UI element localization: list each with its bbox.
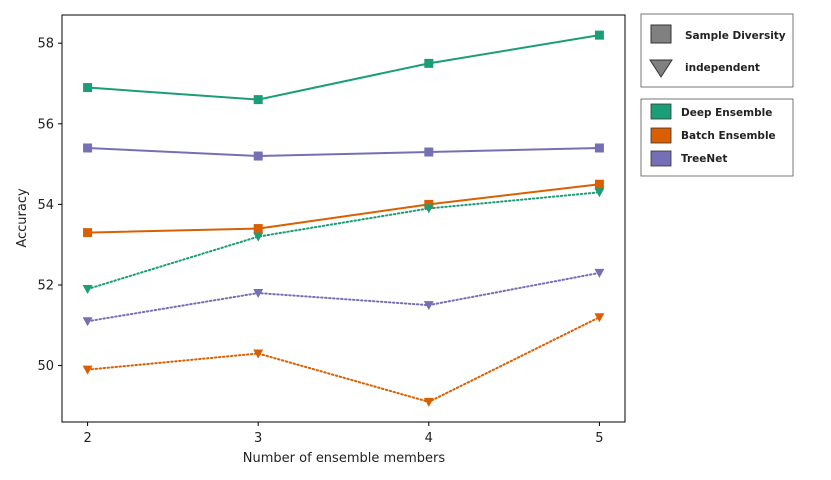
deep-ensemble-independent-point (594, 188, 605, 198)
x-tick-label: 5 (595, 431, 603, 446)
treenet-sample-diversity-point (253, 151, 263, 161)
deep-ensemble-sample-diversity-point (253, 95, 263, 105)
legend-label-deep-ensemble: Deep Ensemble (681, 107, 772, 119)
x-tick-label: 4 (425, 431, 433, 446)
deep-ensemble-sample-diversity-point (594, 30, 604, 40)
y-tick-label: 52 (37, 278, 54, 293)
deep-ensemble-independent-point (82, 285, 93, 295)
deep-ensemble-independent-point (253, 232, 264, 242)
y-tick-label: 56 (37, 117, 54, 132)
x-axis-label: Number of ensemble members (243, 451, 446, 466)
legend-label-sample-diversity: Sample Diversity (685, 30, 786, 42)
deep-ensemble-independent-point (423, 204, 434, 214)
batch-ensemble-independent-line (86, 316, 601, 403)
treenet-independent-point (423, 301, 434, 311)
treenet-sample-diversity-point (83, 143, 93, 153)
legend-models: Deep Ensemble Batch Ensemble TreeNet (640, 98, 794, 177)
treenet-independent-line (86, 271, 601, 323)
legend-batch-ensemble-swatch (650, 127, 672, 144)
x-tick-label: 3 (254, 431, 262, 446)
y-tick-label: 54 (37, 198, 54, 213)
deep-ensemble-sample-diversity-point (424, 58, 434, 68)
legend-label-independent: independent (685, 62, 760, 74)
batch-ensemble-sample-diversity-point (83, 228, 93, 238)
x-tick-label: 2 (83, 431, 91, 446)
legend-deep-ensemble-swatch (650, 103, 672, 120)
treenet-independent-point (253, 289, 264, 299)
treenet-sample-diversity-line (87, 146, 600, 158)
y-axis-label: Accuracy (15, 188, 30, 248)
treenet-independent-point (82, 317, 93, 327)
batch-ensemble-independent-point (253, 349, 264, 359)
batch-ensemble-independent-point (423, 397, 434, 407)
batch-ensemble-independent-point (82, 365, 93, 375)
y-tick-label: 58 (37, 37, 54, 52)
treenet-sample-diversity-point (594, 143, 604, 153)
deep-ensemble-sample-diversity-point (83, 83, 93, 93)
batch-ensemble-sample-diversity-line (87, 183, 600, 234)
y-axis-ticks: 50 52 54 56 58 (37, 37, 62, 374)
x-axis-ticks: 2 3 4 5 (83, 422, 604, 446)
plot-frame (61, 14, 626, 423)
batch-ensemble-independent-point (594, 313, 605, 323)
batch-ensemble-sample-diversity-point (594, 179, 604, 189)
treenet-independent-point (594, 268, 605, 278)
series-layer (82, 30, 605, 407)
deep-ensemble-sample-diversity-line (87, 34, 600, 101)
y-tick-label: 50 (37, 359, 54, 374)
legend-treenet-swatch (650, 150, 672, 167)
legend-triangle-marker (649, 59, 673, 78)
legend-square-marker (650, 24, 672, 44)
legend-label-batch-ensemble: Batch Ensemble (681, 130, 776, 142)
legend-label-treenet: TreeNet (681, 153, 727, 165)
batch-ensemble-sample-diversity-point (253, 224, 263, 234)
legend-methods: Sample Diversity independent (640, 13, 794, 88)
batch-ensemble-sample-diversity-point (424, 199, 434, 209)
deep-ensemble-independent-line (86, 191, 601, 291)
treenet-sample-diversity-point (424, 147, 434, 157)
